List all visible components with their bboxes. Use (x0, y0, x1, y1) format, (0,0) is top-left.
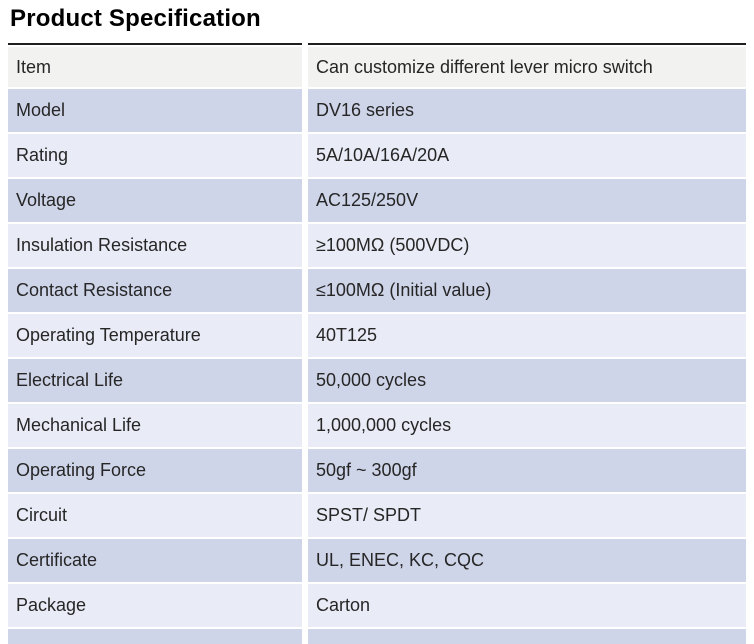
table-top-rule-right (308, 43, 746, 45)
spec-row-label: Operating Temperature (8, 314, 302, 357)
spec-partial-row-label (8, 629, 302, 644)
spec-row-label: Voltage (8, 179, 302, 222)
spec-row-label: Electrical Life (8, 359, 302, 402)
spec-row-label: Package (8, 584, 302, 627)
spec-row-label: Item (8, 47, 302, 87)
spec-row-label: Certificate (8, 539, 302, 582)
page-title: Product Specification (10, 5, 261, 32)
spec-row-label: Circuit (8, 494, 302, 537)
spec-row-value: 50gf ~ 300gf (308, 449, 746, 492)
spec-row-value: ≤100MΩ (Initial value) (308, 269, 746, 312)
spec-row-label: Mechanical Life (8, 404, 302, 447)
spec-row-label: Rating (8, 134, 302, 177)
spec-row-value: UL, ENEC, KC, CQC (308, 539, 746, 582)
spec-partial-row-value (308, 629, 746, 644)
spec-row-value: ≥100MΩ (500VDC) (308, 224, 746, 267)
spec-row-value: 40T125 (308, 314, 746, 357)
spec-row-value: AC125/250V (308, 179, 746, 222)
spec-row-value: 5A/10A/16A/20A (308, 134, 746, 177)
spec-row-value: 50,000 cycles (308, 359, 746, 402)
table-top-rule-left (8, 43, 302, 45)
spec-row-label: Contact Resistance (8, 269, 302, 312)
spec-row-label: Model (8, 89, 302, 132)
spec-row-value: DV16 series (308, 89, 746, 132)
spec-row-value: 1,000,000 cycles (308, 404, 746, 447)
spec-row-value: Carton (308, 584, 746, 627)
spec-row-label: Operating Force (8, 449, 302, 492)
spec-row-label: Insulation Resistance (8, 224, 302, 267)
spec-row-value: Can customize different lever micro swit… (308, 47, 746, 87)
spec-row-value: SPST/ SPDT (308, 494, 746, 537)
spec-table: Item Can customize different lever micro… (8, 43, 746, 644)
